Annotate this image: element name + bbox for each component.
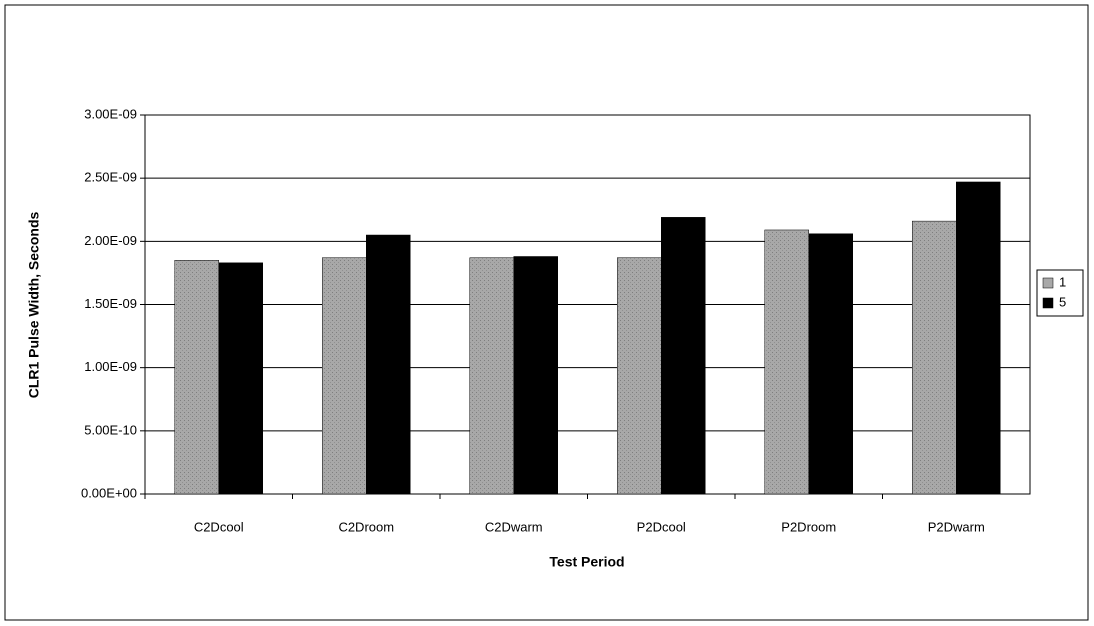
bar bbox=[366, 234, 411, 495]
legend-swatch bbox=[1042, 297, 1054, 309]
bar bbox=[808, 233, 853, 495]
bar bbox=[956, 181, 1001, 495]
chart-frame bbox=[4, 4, 1089, 621]
y-tick-label: 2.50E-09 bbox=[84, 170, 137, 185]
bar-texture bbox=[174, 260, 219, 494]
y-tick-label: 3.00E-09 bbox=[84, 106, 137, 121]
y-tick-label: 5.00E-10 bbox=[84, 422, 137, 437]
bar-texture bbox=[764, 229, 809, 495]
bar bbox=[218, 262, 263, 495]
y-tick-label: 0.00E+00 bbox=[81, 485, 137, 500]
x-tick-label: P2Dwarm bbox=[928, 519, 985, 534]
bar-texture bbox=[322, 257, 367, 494]
bar-texture bbox=[617, 257, 662, 494]
x-axis-title: Test Period bbox=[549, 554, 624, 570]
bar bbox=[661, 217, 706, 495]
y-tick-label: 1.00E-09 bbox=[84, 359, 137, 374]
bar-texture bbox=[469, 257, 514, 494]
legend-box bbox=[1036, 269, 1084, 317]
x-tick-label: C2Droom bbox=[338, 519, 394, 534]
legend-swatch bbox=[1042, 277, 1054, 289]
x-tick-label: C2Dwarm bbox=[485, 519, 543, 534]
x-tick-label: P2Dcool bbox=[637, 519, 686, 534]
x-tick-label: C2Dcool bbox=[194, 519, 244, 534]
y-tick-label: 1.50E-09 bbox=[84, 296, 137, 311]
x-tick-label: P2Droom bbox=[781, 519, 836, 534]
legend-label: 5 bbox=[1059, 294, 1066, 309]
y-axis-title: CLR1 Pulse Width, Seconds bbox=[26, 212, 42, 399]
bar bbox=[513, 256, 558, 495]
bar-texture bbox=[912, 221, 957, 494]
legend-label: 1 bbox=[1059, 274, 1066, 289]
y-tick-label: 2.00E-09 bbox=[84, 233, 137, 248]
